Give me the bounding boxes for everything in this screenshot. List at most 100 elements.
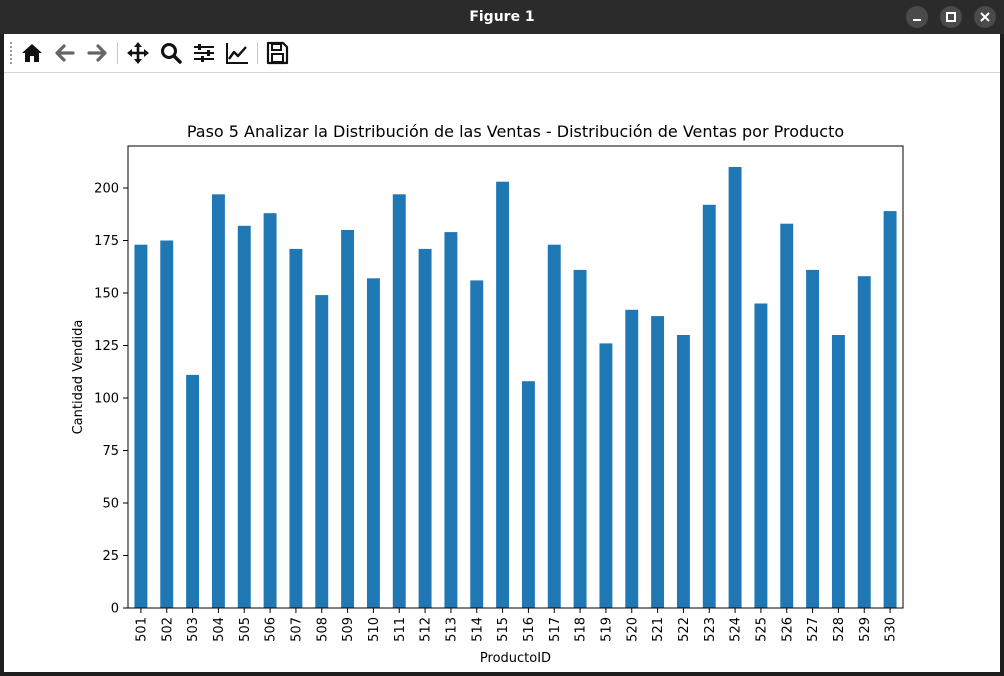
bar-509	[341, 230, 355, 608]
chart-title: Paso 5 Analizar la Distribución de las V…	[187, 122, 844, 141]
home-button[interactable]	[18, 39, 46, 67]
line-chart-icon	[226, 43, 248, 64]
x-tick-label: 529	[858, 617, 873, 642]
x-tick-label: 502	[160, 617, 175, 642]
minimize-button[interactable]	[906, 6, 928, 28]
bar-501	[134, 244, 148, 608]
window-titlebar[interactable]: Figure 1	[0, 0, 1004, 34]
x-tick-label: 526	[780, 617, 795, 642]
floppy-disk-icon	[266, 41, 289, 65]
x-tick-label: 522	[677, 617, 692, 642]
bar-530	[883, 211, 897, 608]
bar-511	[392, 194, 406, 609]
bar-506	[263, 213, 277, 608]
y-tick-label: 125	[94, 339, 119, 354]
bar-504	[211, 194, 225, 609]
bar-518	[573, 269, 587, 608]
close-icon	[980, 12, 990, 22]
y-tick-label: 50	[102, 497, 119, 512]
x-tick-label: 506	[264, 617, 279, 642]
x-tick-label: 511	[393, 617, 408, 642]
x-tick-label: 509	[341, 617, 356, 642]
y-axis-label: Cantidad Vendida	[71, 320, 86, 435]
x-tick-label: 518	[574, 617, 589, 642]
bar-525	[754, 303, 768, 608]
x-tick-label: 501	[134, 617, 149, 642]
toolbar-grip[interactable]	[10, 42, 14, 64]
x-tick-label: 508	[315, 617, 330, 642]
bar-514	[470, 280, 484, 608]
x-tick-label: 504	[212, 617, 227, 642]
x-tick-label: 515	[496, 617, 511, 642]
bar-520	[625, 309, 639, 608]
bar-507	[289, 248, 303, 608]
bar-529	[857, 276, 871, 608]
move-icon	[127, 42, 149, 64]
x-tick-label: 520	[625, 617, 640, 642]
bar-510	[366, 278, 380, 608]
figure-window: Paso 5 Analizar la Distribución de las V…	[4, 34, 1000, 672]
x-tick-label: 521	[651, 617, 666, 642]
x-tick-label: 524	[729, 617, 744, 642]
bar-512	[418, 248, 432, 608]
bar-503	[186, 374, 200, 608]
x-axis-label: ProductoID	[480, 651, 551, 666]
bar-524	[728, 167, 742, 608]
edit-axes-button[interactable]	[223, 39, 251, 67]
bar-502	[160, 240, 174, 608]
home-icon	[22, 44, 42, 62]
bar-517	[547, 244, 561, 608]
bar-chart[interactable]: Paso 5 Analizar la Distribución de las V…	[4, 73, 1000, 672]
bar-519	[599, 343, 613, 608]
y-tick-label: 0	[111, 602, 119, 617]
navigation-toolbar	[4, 34, 1000, 73]
x-tick-label: 519	[599, 617, 614, 642]
sliders-icon	[194, 44, 214, 62]
maximize-button[interactable]	[940, 6, 962, 28]
maximize-icon	[946, 12, 956, 22]
toolbar-separator	[117, 42, 118, 64]
x-tick-label: 510	[367, 617, 382, 642]
bar-528	[831, 335, 845, 608]
x-tick-label: 503	[186, 617, 201, 642]
bar-523	[702, 204, 716, 609]
bar-505	[237, 225, 251, 609]
bar-521	[651, 316, 665, 608]
forward-button[interactable]	[83, 39, 111, 67]
x-tick-label: 525	[754, 617, 769, 642]
close-button[interactable]	[974, 6, 996, 28]
window-title: Figure 1	[469, 9, 535, 25]
y-tick-label: 150	[94, 287, 119, 302]
x-tick-label: 505	[238, 617, 253, 642]
zoom-button[interactable]	[157, 39, 185, 67]
bar-526	[780, 223, 794, 608]
magnifier-icon	[161, 43, 182, 64]
x-tick-label: 507	[289, 617, 304, 642]
bar-522	[676, 335, 690, 608]
bar-508	[315, 295, 329, 608]
x-tick-label: 514	[470, 617, 485, 642]
x-tick-label: 512	[419, 617, 434, 642]
save-button[interactable]	[263, 39, 291, 67]
y-tick-label: 75	[102, 444, 119, 459]
y-tick-label: 25	[102, 549, 119, 564]
arrow-right-icon	[87, 44, 107, 62]
back-button[interactable]	[51, 39, 79, 67]
toolbar-separator	[257, 42, 258, 64]
plot-frame	[127, 145, 904, 609]
pan-button[interactable]	[124, 39, 152, 67]
x-tick-label: 513	[444, 617, 459, 642]
arrow-left-icon	[55, 44, 75, 62]
x-tick-label: 517	[548, 617, 563, 642]
bar-516	[521, 381, 535, 608]
bar-513	[444, 232, 458, 608]
bar-527	[806, 269, 820, 608]
x-tick-label: 516	[522, 617, 537, 642]
x-tick-label: 530	[884, 617, 899, 642]
x-tick-label: 527	[806, 617, 821, 642]
subplots-button[interactable]	[190, 39, 218, 67]
bar-515	[496, 181, 510, 608]
minimize-icon	[913, 19, 921, 21]
y-tick-label: 200	[94, 182, 119, 197]
y-tick-label: 100	[94, 392, 119, 407]
